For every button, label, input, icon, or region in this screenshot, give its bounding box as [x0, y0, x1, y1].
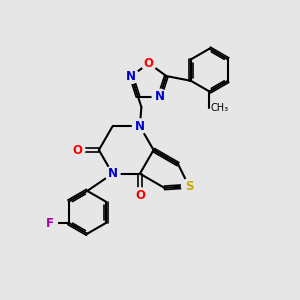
Text: N: N — [135, 120, 145, 133]
Text: N: N — [107, 167, 118, 180]
Text: S: S — [185, 180, 193, 193]
Circle shape — [70, 142, 85, 158]
Text: N: N — [126, 70, 136, 83]
Circle shape — [152, 89, 167, 104]
Circle shape — [133, 188, 147, 203]
Circle shape — [43, 216, 58, 230]
Circle shape — [124, 69, 139, 83]
Circle shape — [141, 56, 156, 71]
Text: O: O — [144, 57, 154, 70]
Text: F: F — [46, 217, 54, 230]
Text: N: N — [154, 90, 165, 103]
Circle shape — [133, 119, 147, 134]
Text: O: O — [73, 143, 82, 157]
Circle shape — [105, 166, 120, 181]
Text: CH₃: CH₃ — [211, 103, 229, 113]
Text: O: O — [135, 189, 145, 202]
Circle shape — [182, 179, 196, 194]
Circle shape — [212, 100, 228, 116]
